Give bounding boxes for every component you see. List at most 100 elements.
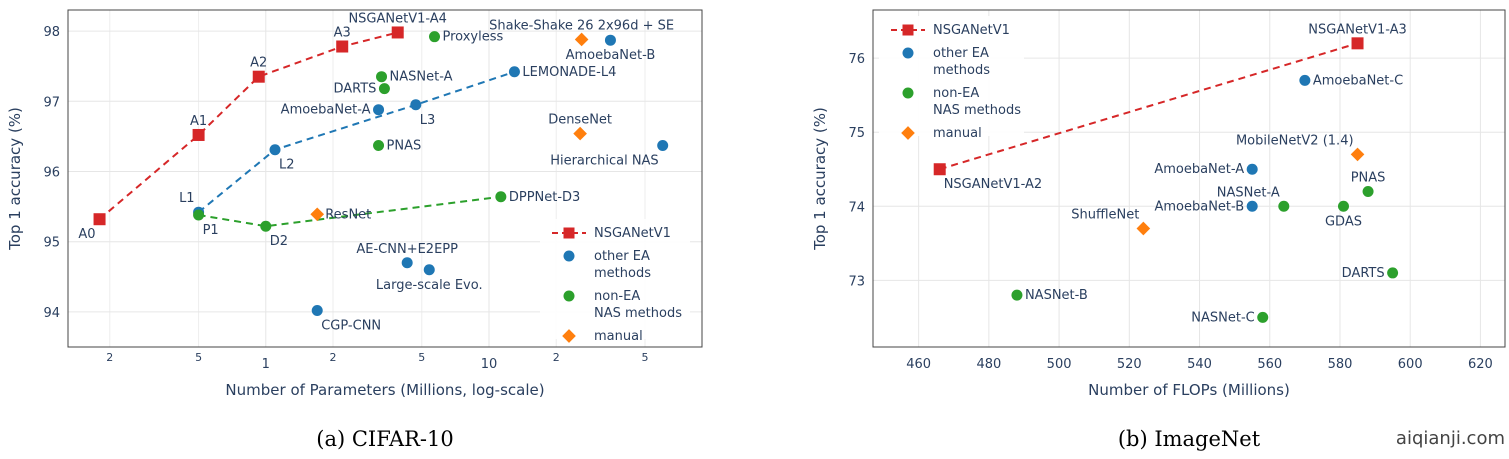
legend-background xyxy=(879,16,1024,136)
marker-nsganetv1-a3 xyxy=(1351,37,1364,50)
x-tick-label: 1 xyxy=(262,357,270,372)
marker-shake-shake-26-2x96d-se xyxy=(574,32,589,47)
point-label-d2: D2 xyxy=(270,234,288,249)
x-tick-label-minor: 5 xyxy=(195,351,202,364)
marker-pnas xyxy=(1362,185,1374,197)
point-dppnet-d3: DPPNet-D3 xyxy=(495,190,580,205)
point-label-ae-cnn-e2epp: AE-CNN+E2EPP xyxy=(356,242,458,257)
point-a1: A1 xyxy=(190,114,207,141)
point-p1: P1 xyxy=(193,209,219,238)
point-label-shufflenet: ShuffleNet xyxy=(1071,207,1139,222)
x-tick-label: 10 xyxy=(481,357,498,372)
point-label-mobilenetv2-1-4: MobileNetV2 (1.4) xyxy=(1236,133,1354,148)
legend-marker-nsganet xyxy=(563,227,575,239)
x-tick-label: 540 xyxy=(1187,357,1212,372)
marker-nasnet-b xyxy=(1011,289,1023,301)
legend-label-ea: other EA xyxy=(933,46,989,61)
point-label-a4: NSGANetV1-A4 xyxy=(348,11,447,26)
marker-pnas xyxy=(373,140,385,152)
x-tick-label: 460 xyxy=(906,357,931,372)
point-mobilenetv2-1-4: MobileNetV2 (1.4) xyxy=(1236,133,1365,162)
plot-frame xyxy=(872,9,1506,348)
marker-dppnet-d3 xyxy=(495,191,507,203)
legend-label-nas: NAS methods xyxy=(933,103,1021,118)
point-label-dppnet-d3: DPPNet-D3 xyxy=(509,190,580,205)
marker-amoebanet-b xyxy=(604,34,616,46)
chart-caption: (a) CIFAR-10 xyxy=(316,427,453,451)
legend: NSGANetV1 other EA methods non-EA NAS method… xyxy=(540,219,690,344)
marker-large-scale-evo xyxy=(423,264,435,276)
legend-label-nsganet: NSGANetV1 xyxy=(594,226,671,241)
point-densenet: DenseNet xyxy=(548,113,612,141)
point-nasnet-c: NASNet-C xyxy=(1191,310,1269,325)
point-gdas: GDAS xyxy=(1325,200,1362,229)
marker-nasnet-a xyxy=(1278,200,1290,212)
point-label-shake-shake-26-2x96d-se: Shake-Shake 26 2x96d + SE xyxy=(489,18,674,33)
legend-label-ea: methods xyxy=(933,63,990,78)
marker-amoebanet-a xyxy=(373,104,385,116)
point-darts: DARTS xyxy=(1342,266,1399,281)
marker-cgp-cnn xyxy=(311,304,323,316)
point-resnet: ResNet xyxy=(310,207,371,222)
point-d2: D2 xyxy=(260,220,288,249)
point-label-large-scale-evo: Large-scale Evo. xyxy=(376,278,483,293)
x-tick-label: 520 xyxy=(1117,357,1142,372)
x-tick-label-minor: 2 xyxy=(553,351,560,364)
point-l2: L2 xyxy=(269,144,295,173)
point-amoebanet-b: AmoebaNet-B xyxy=(566,34,656,63)
x-axis-title: Number of Parameters (Millions, log-scal… xyxy=(225,381,544,399)
legend-marker-ea xyxy=(563,250,575,262)
point-label-resnet: ResNet xyxy=(325,207,371,222)
point-ae-cnn-e2epp: AE-CNN+E2EPP xyxy=(356,242,458,269)
x-tick-label: 600 xyxy=(1398,357,1423,372)
point-label-l3: L3 xyxy=(420,113,436,128)
point-label-a2: A2 xyxy=(250,56,267,71)
point-nasnet-a: NASNet-A xyxy=(1217,185,1290,212)
point-hierarchical-nas: Hierarchical NAS xyxy=(550,140,669,169)
legend-label-nas: NAS methods xyxy=(594,306,682,321)
y-tick-label: 76 xyxy=(848,52,865,67)
point-darts: DARTS xyxy=(333,82,390,97)
watermark: aiqianji.com xyxy=(1396,428,1505,449)
y-axis-title: Top 1 accuracy (%) xyxy=(811,107,829,251)
marker-nsganetv1-a2 xyxy=(933,163,946,176)
point-large-scale-evo: Large-scale Evo. xyxy=(376,264,483,293)
y-tick-label: 96 xyxy=(43,165,60,180)
marker-densenet xyxy=(573,126,587,141)
point-label-proxyless: Proxyless xyxy=(443,30,504,45)
marker-amoebanet-c xyxy=(1299,74,1311,86)
point-nasnet-b: NASNet-B xyxy=(1011,288,1088,303)
point-label-pnas: PNAS xyxy=(387,139,422,154)
point-label-darts: DARTS xyxy=(1342,266,1385,281)
point-label-amoebanet-a: AmoebaNet-A xyxy=(1154,162,1244,177)
series-line-nsganet xyxy=(939,42,1358,171)
marker-resnet xyxy=(310,207,325,222)
point-amoebanet-c: AmoebaNet-C xyxy=(1299,73,1403,88)
marker-hierarchical-nas xyxy=(657,140,669,152)
legend-item-manual: manual xyxy=(562,329,643,344)
point-label-p1: P1 xyxy=(203,223,219,238)
marker-proxyless xyxy=(429,31,441,43)
point-cgp-cnn: CGP-CNN xyxy=(311,304,381,333)
legend-label-nsganet: NSGANetV1 xyxy=(933,23,1010,38)
marker-l3 xyxy=(410,99,422,111)
point-nsganetv1-a2: NSGANetV1-A2 xyxy=(933,163,1043,192)
legend-item-ea: other EA methods xyxy=(902,46,990,78)
point-label-nasnet-a: NASNet-A xyxy=(1217,185,1280,200)
legend-item-nsganet: NSGANetV1 xyxy=(891,23,1010,38)
legend-label-nas: non-EA xyxy=(933,86,979,101)
marker-nasnet-a xyxy=(376,71,388,83)
point-pnas: PNAS xyxy=(1351,170,1385,197)
point-label-amoebanet-b: AmoebaNet-B xyxy=(566,48,656,63)
point-label-nsganetv1-a2: NSGANetV1-A2 xyxy=(944,177,1043,192)
point-label-lemonade-l4: LEMONADE-L4 xyxy=(522,65,616,80)
x-tick-label: 480 xyxy=(976,357,1001,372)
marker-amoebanet-b xyxy=(1246,200,1258,212)
x-tick-label-minor: 5 xyxy=(642,351,649,364)
legend-marker-ea xyxy=(902,47,914,59)
point-shake-shake-26-2x96d-se: Shake-Shake 26 2x96d + SE xyxy=(489,18,674,47)
point-l3: L3 xyxy=(410,99,435,128)
marker-darts xyxy=(378,83,390,95)
y-tick-label: 94 xyxy=(43,306,60,321)
